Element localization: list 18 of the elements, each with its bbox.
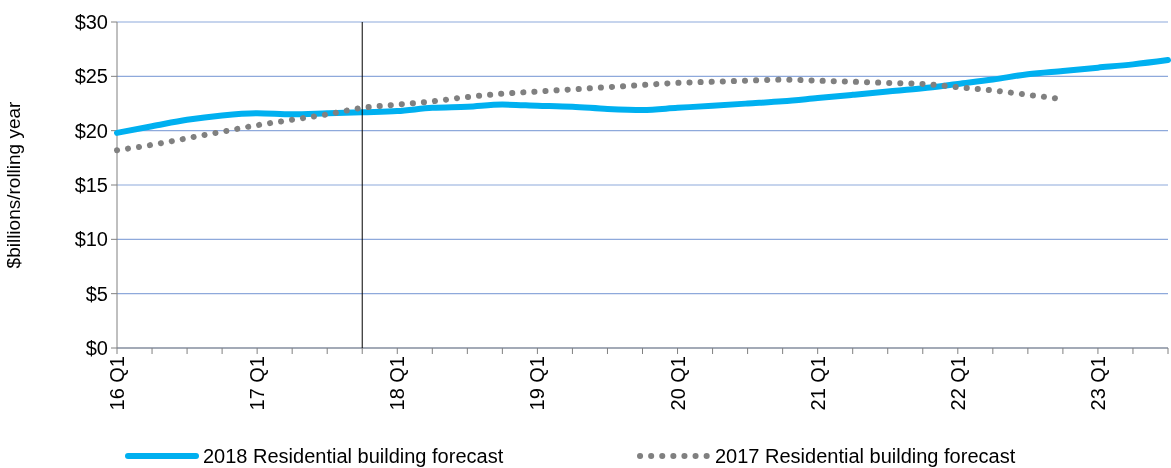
legend-label: 2017 Residential building forecast [715, 445, 1016, 467]
y-axis-title: $billions/rolling year [3, 100, 24, 269]
x-tick-label: 23 Q1 [1086, 356, 1109, 411]
x-tick-label: 19 Q1 [526, 356, 549, 411]
y-tick-label: $0 [85, 337, 108, 359]
y-tick-label: $25 [74, 65, 108, 88]
x-tick-label: 16 Q1 [106, 356, 128, 411]
y-tick-label: $15 [74, 174, 108, 196]
y-tick-label: $10 [74, 228, 108, 251]
y-tick-label: $30 [74, 11, 108, 33]
x-tick-label: 17 Q1 [246, 356, 269, 411]
y-tick-label: $5 [85, 282, 108, 305]
x-tick-label: 21 Q1 [806, 356, 829, 411]
y-tick-label: $20 [74, 119, 108, 142]
x-tick-label: 20 Q1 [666, 356, 689, 411]
x-tick-label: 22 Q1 [946, 356, 969, 411]
legend-label: 2018 Residential building forecast [203, 445, 504, 467]
x-tick-label: 18 Q1 [386, 356, 409, 411]
